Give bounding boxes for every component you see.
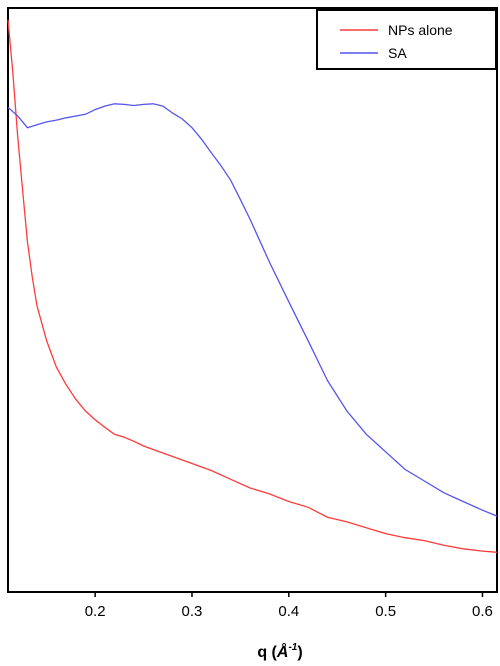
x-tick-label: 0.6 [472, 603, 493, 620]
series-line-nps-alone [7, 19, 498, 553]
x-tick-label: 0.4 [278, 603, 299, 620]
series-layer [7, 19, 498, 553]
x-tick-label: 0.3 [182, 603, 203, 620]
x-axis-label-main: q ( [257, 644, 277, 661]
x-axis-label-close: ) [297, 644, 302, 661]
legend-box [316, 9, 497, 70]
x-tick-label: 0.5 [375, 603, 396, 620]
plot-frame [7, 7, 498, 593]
legend: NPs alone SA [316, 9, 497, 70]
x-axis-label: q (Å-1) [257, 642, 302, 661]
legend-label-nps-alone: NPs alone [388, 22, 453, 38]
series-line-sa [7, 103, 498, 517]
x-axis-label-unit: Å [276, 642, 289, 661]
x-tick-label: 0.2 [85, 603, 106, 620]
legend-label-sa: SA [388, 45, 407, 61]
x-axis-ticks: 0.2 0.3 0.4 0.5 0.6 [85, 592, 493, 620]
x-axis-label-superscript: -1 [288, 642, 297, 653]
